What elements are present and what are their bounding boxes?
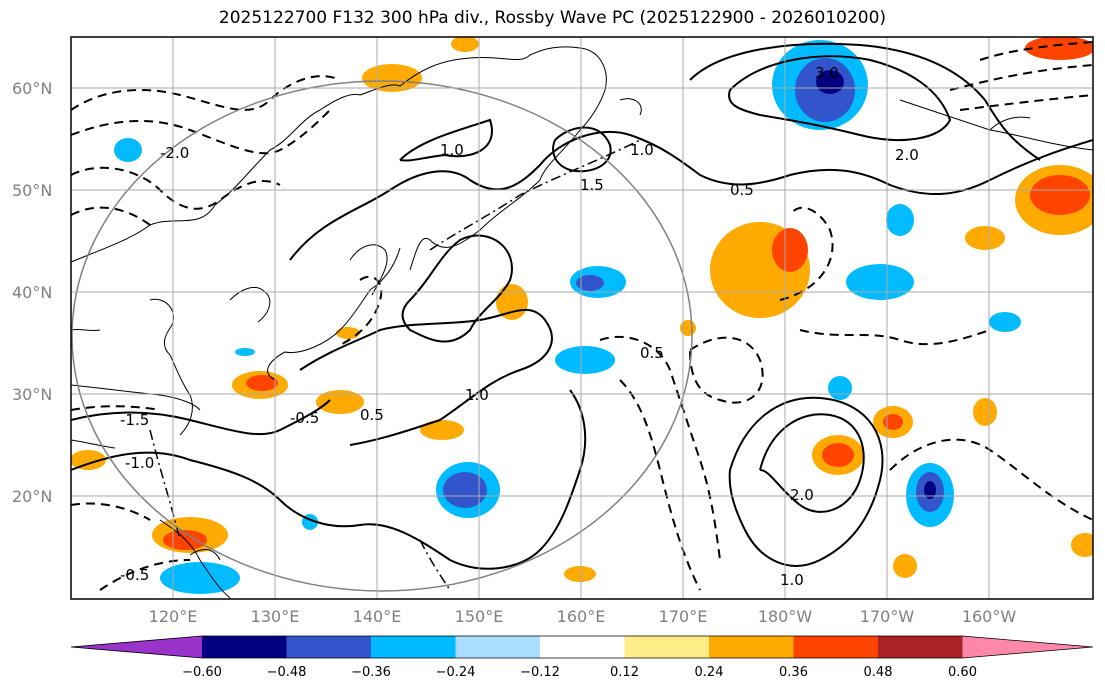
contour-label: -1.0 (125, 454, 154, 472)
colorbar-segment (709, 636, 794, 658)
colorbar-segment (793, 636, 878, 658)
lat-label-30n: 30°N (12, 385, 52, 404)
lon-label-170e: 170°E (659, 607, 708, 626)
colorbar-label: −0.60 (182, 665, 222, 680)
colorbar-label: 0.48 (864, 665, 893, 680)
colorbar: −0.60 −0.48 −0.36 −0.24 −0.12 0.12 0.24 … (70, 635, 1094, 680)
colorbar-label: −0.12 (520, 665, 560, 680)
colorbar-segment (202, 636, 287, 658)
figure-title: 2025122700 F132 300 hPa div., Rossby Wav… (218, 8, 887, 28)
contour-label: 3.0 (815, 64, 839, 82)
colorbar-label: −0.36 (351, 665, 391, 680)
lat-label-60n: 60°N (12, 79, 52, 98)
contour-label: -0.5 (290, 409, 319, 427)
colorbar-segment (286, 636, 371, 658)
lat-label-40n: 40°N (12, 283, 52, 302)
contour-label: 1.0 (780, 571, 804, 589)
colorbar-left-extend (71, 636, 202, 658)
contour-label: 0.5 (360, 406, 384, 424)
lon-label-160w: 160°W (962, 607, 1017, 626)
contour-label: 1.0 (465, 386, 489, 404)
longitude-labels: 120°E 130°E 140°E 150°E 160°E 170°E 180°… (149, 607, 1017, 626)
contour-labels: -2.0 -1.5 -1.0 -0.5 -0.5 0.5 0.5 0.5 1.0… (120, 64, 919, 589)
lon-label-150e: 150°E (455, 607, 504, 626)
colorbar-segment (878, 636, 963, 658)
colorbar-label: 0.12 (610, 665, 639, 680)
contour-label: -0.5 (120, 566, 149, 584)
lon-label-130e: 130°E (251, 607, 300, 626)
contour-label: 1.0 (630, 141, 654, 159)
contour-label: 0.5 (730, 181, 754, 199)
colorbar-labels: −0.60 −0.48 −0.36 −0.24 −0.12 0.12 0.24 … (182, 665, 977, 680)
contours-negative (71, 41, 1093, 591)
contour-label: 2.0 (895, 146, 919, 164)
lon-label-120e: 120°E (149, 607, 198, 626)
range-circle (71, 80, 693, 592)
contour-label: -1.5 (120, 411, 149, 429)
colorbar-segment (540, 636, 625, 658)
colorbar-label: 0.60 (948, 665, 977, 680)
lat-label-20n: 20°N (12, 487, 52, 506)
contour-label: 1.0 (440, 141, 464, 159)
lon-label-170w: 170°W (860, 607, 915, 626)
lon-label-180w: 180°W (758, 607, 813, 626)
contour-label: 0.5 (640, 344, 664, 362)
contour-label: -2.0 (160, 144, 189, 162)
colorbar-segment (371, 636, 456, 658)
colorbar-label: −0.48 (267, 665, 307, 680)
gridlines (71, 37, 1093, 599)
colorbar-label: −0.24 (436, 665, 476, 680)
latitude-labels: 60°N 50°N 40°N 30°N 20°N (12, 79, 52, 506)
colorbar-segment (455, 636, 540, 658)
colorbar-segment (624, 636, 709, 658)
lon-label-160e: 160°E (557, 607, 606, 626)
colorbar-label: 0.24 (695, 665, 724, 680)
contour-label: 1.5 (580, 176, 604, 194)
lon-label-140e: 140°E (353, 607, 402, 626)
contours-positive (71, 42, 1093, 570)
contour-label: 2.0 (790, 486, 814, 504)
colorbar-label: 0.36 (779, 665, 808, 680)
colorbar-right-extend (962, 636, 1093, 658)
lat-label-50n: 50°N (12, 181, 52, 200)
map-frame (70, 36, 1094, 600)
